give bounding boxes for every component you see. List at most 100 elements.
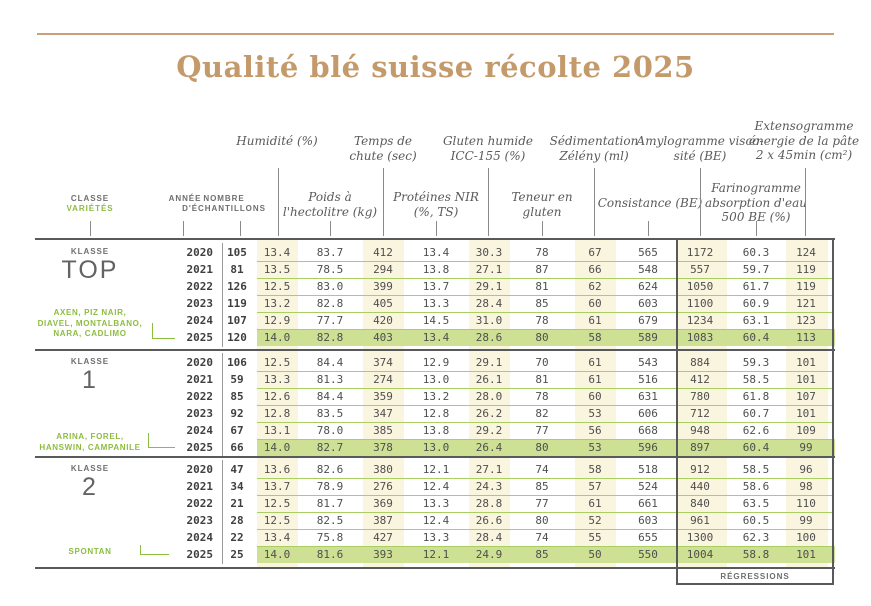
value-cell: 101: [796, 548, 816, 561]
value-cell: 557: [690, 263, 710, 276]
sample-count-cell: 25: [230, 548, 244, 561]
value-cell: 58.6: [742, 480, 770, 493]
value-cell: 840: [690, 497, 710, 510]
value-cell: 107: [796, 390, 816, 403]
header-tick: [383, 168, 384, 236]
sample-count-cell: 105: [227, 246, 247, 259]
year-cell: 2020: [186, 246, 214, 259]
value-cell: 30.3: [475, 246, 503, 259]
header-tick: [278, 168, 279, 236]
value-cell: 84.4: [316, 390, 344, 403]
highlight-row-band: [257, 329, 835, 346]
year-cell: 2024: [186, 424, 214, 437]
year-count-separator: [222, 460, 223, 564]
year-cell: 2025: [186, 331, 214, 344]
value-cell: 12.5: [263, 356, 291, 369]
value-cell: 603: [638, 514, 658, 527]
value-cell: 548: [638, 263, 658, 276]
value-cell: 606: [638, 407, 658, 420]
value-cell: 13.6: [263, 463, 291, 476]
row-separator-line: [257, 329, 834, 330]
col-header-humidite: Humidité (%): [236, 134, 318, 148]
top-rule: [37, 33, 834, 35]
value-cell: 60.3: [742, 246, 770, 259]
value-cell: 26.4: [475, 441, 503, 454]
value-cell: 78.9: [316, 480, 344, 493]
row-separator-line: [257, 278, 834, 279]
year-cell: 2020: [186, 463, 214, 476]
value-cell: 26.2: [475, 407, 503, 420]
row-separator-line: [257, 405, 834, 406]
header-tick: [805, 168, 806, 236]
value-cell: 26.6: [475, 514, 503, 527]
value-cell: 78: [535, 314, 549, 327]
row-separator-line: [257, 422, 834, 423]
klasse-label-1: KLASSE: [70, 357, 110, 366]
value-cell: 1234: [686, 314, 714, 327]
value-cell: 374: [373, 356, 393, 369]
value-cell: 27.1: [475, 463, 503, 476]
value-cell: 60.9: [742, 297, 770, 310]
table-rule: [35, 349, 835, 351]
value-cell: 81: [535, 280, 549, 293]
col-header-sedimentation: Sédimentation Zélény (ml): [549, 134, 639, 163]
value-cell: 13.2: [263, 297, 291, 310]
year-cell: 2024: [186, 531, 214, 544]
value-cell: 101: [796, 407, 816, 420]
value-cell: 565: [638, 246, 658, 259]
header-tick: [700, 168, 701, 236]
value-cell: 518: [638, 463, 658, 476]
value-cell: 61: [588, 314, 602, 327]
value-cell: 78: [535, 390, 549, 403]
value-cell: 274: [373, 373, 393, 386]
value-cell: 82: [535, 407, 549, 420]
value-cell: 12.4: [422, 514, 450, 527]
value-cell: 13.1: [263, 424, 291, 437]
table-rule: [35, 567, 835, 569]
value-cell: 13.3: [422, 497, 450, 510]
value-cell: 679: [638, 314, 658, 327]
value-cell: 1100: [686, 297, 714, 310]
value-cell: 84.4: [316, 356, 344, 369]
column-band: [575, 240, 616, 568]
sample-count-cell: 22: [230, 531, 244, 544]
klasse-name-2: 2: [82, 473, 98, 501]
variety-bracket: [152, 323, 175, 339]
value-cell: 13.4: [422, 331, 450, 344]
sample-count-cell: 120: [227, 331, 247, 344]
value-cell: 347: [373, 407, 393, 420]
value-cell: 1083: [686, 331, 714, 344]
value-cell: 13.5: [263, 263, 291, 276]
value-cell: 712: [690, 407, 710, 420]
value-cell: 961: [690, 514, 710, 527]
row-separator-line: [257, 371, 834, 372]
sample-count-cell: 21: [230, 497, 244, 510]
highlight-row-band: [257, 546, 835, 563]
value-cell: 13.2: [422, 390, 450, 403]
value-cell: 57: [588, 480, 602, 493]
value-cell: 62.6: [742, 424, 770, 437]
value-cell: 29.1: [475, 280, 503, 293]
header-tick: [594, 168, 595, 236]
value-cell: 58.8: [742, 548, 770, 561]
value-cell: 13.4: [422, 246, 450, 259]
value-cell: 63.5: [742, 497, 770, 510]
year-cell: 2025: [186, 441, 214, 454]
value-cell: 28.8: [475, 497, 503, 510]
value-cell: 85: [535, 297, 549, 310]
value-cell: 58: [588, 331, 602, 344]
variety-bracket: [148, 433, 175, 448]
value-cell: 14.5: [422, 314, 450, 327]
value-cell: 85: [535, 480, 549, 493]
column-band: [469, 240, 510, 568]
col-header-consistance: Consistance (BE): [597, 196, 703, 210]
value-cell: 13.8: [422, 424, 450, 437]
value-cell: 13.4: [263, 531, 291, 544]
value-cell: 100: [796, 531, 816, 544]
year-cell: 2023: [186, 514, 214, 527]
value-cell: 61: [588, 356, 602, 369]
value-cell: 12.5: [263, 514, 291, 527]
value-cell: 110: [796, 497, 816, 510]
value-cell: 56: [588, 424, 602, 437]
value-cell: 27.1: [475, 263, 503, 276]
